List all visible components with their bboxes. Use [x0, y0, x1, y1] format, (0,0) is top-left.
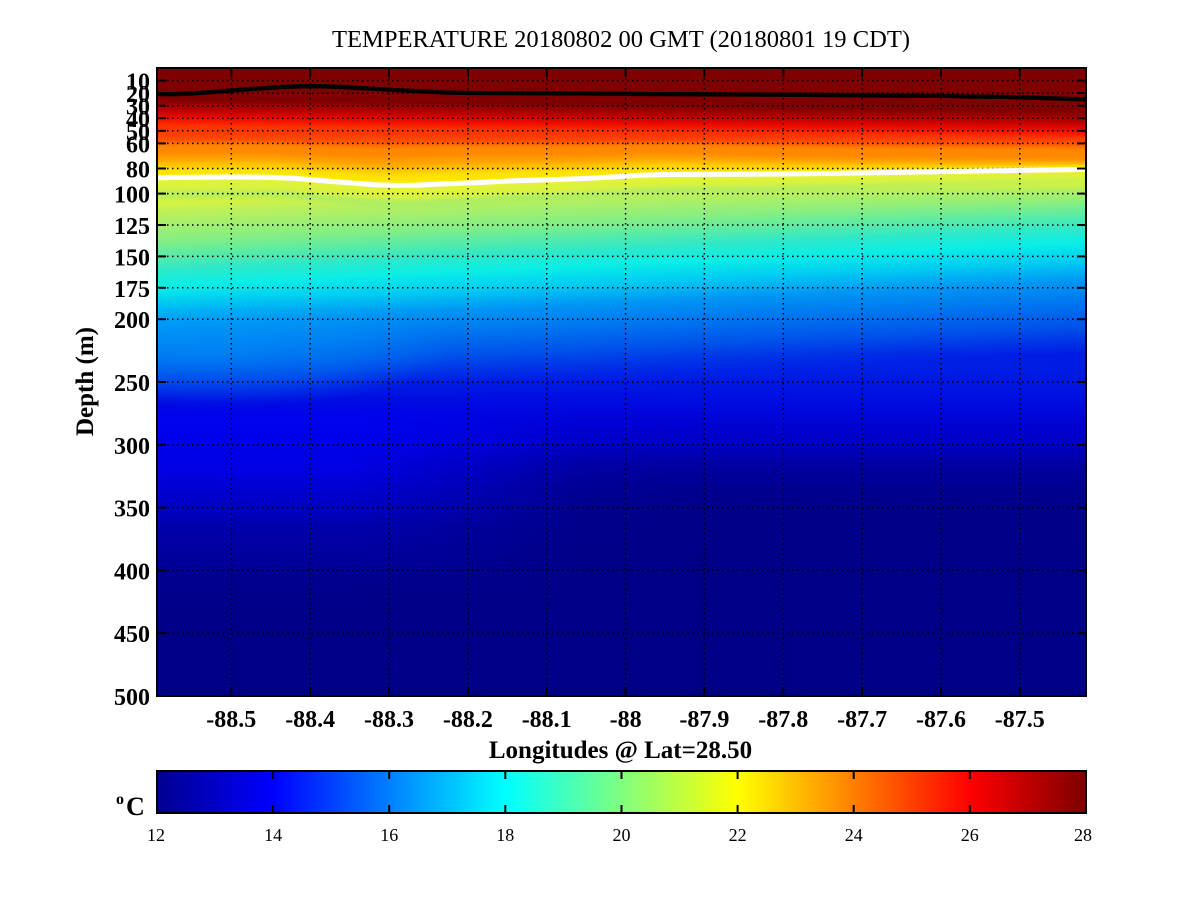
- svg-text:300: 300: [114, 434, 150, 460]
- svg-text:80: 80: [126, 158, 150, 184]
- svg-text:-87.8: -87.8: [758, 707, 808, 733]
- svg-text:14: 14: [264, 825, 282, 845]
- svg-text:150: 150: [114, 245, 150, 271]
- svg-text:16: 16: [380, 825, 398, 845]
- svg-text:200: 200: [114, 308, 150, 334]
- svg-text:-88.3: -88.3: [364, 707, 414, 733]
- svg-text:350: 350: [114, 497, 150, 523]
- svg-text:40: 40: [126, 107, 150, 133]
- svg-text:-88.2: -88.2: [443, 707, 493, 733]
- svg-text:-87.9: -87.9: [679, 707, 729, 733]
- svg-text:28: 28: [1074, 825, 1092, 845]
- svg-text:-88.1: -88.1: [522, 707, 572, 733]
- svg-text:-87.5: -87.5: [995, 707, 1045, 733]
- svg-text:12: 12: [147, 825, 165, 845]
- svg-text:-88: -88: [610, 707, 642, 733]
- svg-text:18: 18: [496, 825, 514, 845]
- svg-text:250: 250: [114, 371, 150, 397]
- svg-text:-87.7: -87.7: [837, 707, 887, 733]
- svg-text:500: 500: [114, 685, 150, 711]
- svg-text:60: 60: [126, 132, 150, 158]
- svg-text:Depth (m): Depth (m): [72, 327, 99, 436]
- svg-text:22: 22: [729, 825, 747, 845]
- svg-text:400: 400: [114, 559, 150, 585]
- svg-text:125: 125: [114, 214, 150, 240]
- svg-text:o: o: [116, 791, 124, 808]
- svg-text:100: 100: [114, 183, 150, 209]
- svg-text:-88.4: -88.4: [285, 707, 335, 733]
- svg-text:450: 450: [114, 622, 150, 648]
- svg-text:TEMPERATURE 20180802 00 GMT (2: TEMPERATURE 20180802 00 GMT (20180801 19…: [332, 27, 910, 53]
- svg-text:20: 20: [126, 82, 150, 108]
- svg-text:-88.5: -88.5: [206, 707, 256, 733]
- svg-text:26: 26: [961, 825, 979, 845]
- svg-text:24: 24: [845, 825, 863, 845]
- svg-text:175: 175: [114, 277, 150, 303]
- svg-text:10: 10: [126, 70, 150, 96]
- svg-text:30: 30: [126, 95, 150, 121]
- svg-text:20: 20: [613, 825, 631, 845]
- svg-text:50: 50: [126, 120, 150, 146]
- svg-text:Longitudes @ Lat=28.50: Longitudes @ Lat=28.50: [489, 737, 752, 764]
- svg-text:C: C: [126, 792, 145, 821]
- svg-text:-87.6: -87.6: [916, 707, 966, 733]
